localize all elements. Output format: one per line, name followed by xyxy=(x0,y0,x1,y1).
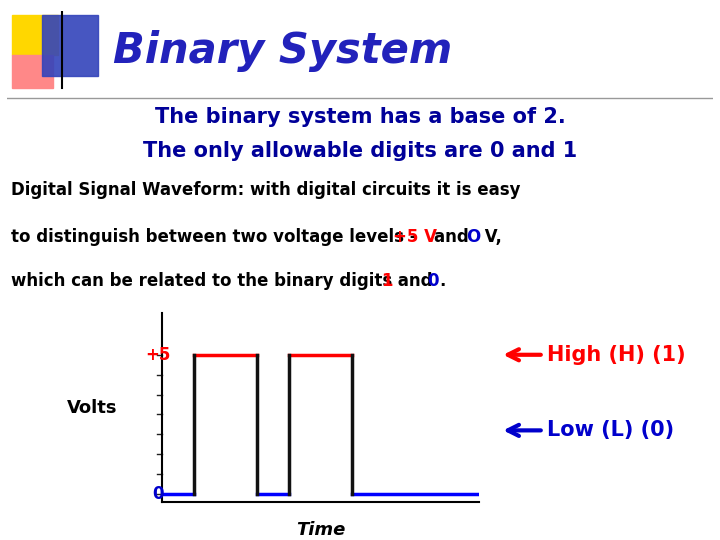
Text: Time: Time xyxy=(296,521,345,539)
Text: The only allowable digits are 0 and 1: The only allowable digits are 0 and 1 xyxy=(143,141,577,161)
Text: Low (L) (0): Low (L) (0) xyxy=(547,420,675,441)
Text: and: and xyxy=(434,228,475,246)
Text: Volts: Volts xyxy=(67,399,117,417)
Bar xyxy=(42,15,98,76)
Text: to distinguish between two voltage levels -: to distinguish between two voltage level… xyxy=(11,228,423,246)
Text: The binary system has a base of 2.: The binary system has a base of 2. xyxy=(155,107,565,127)
Text: V,: V, xyxy=(479,228,501,246)
Text: +5: +5 xyxy=(145,346,170,364)
Text: Digital Signal Waveform: with digital circuits it is easy: Digital Signal Waveform: with digital ci… xyxy=(11,181,521,199)
Text: which can be related to the binary digits: which can be related to the binary digit… xyxy=(11,272,398,290)
Text: 0: 0 xyxy=(152,485,163,503)
Text: High (H) (1): High (H) (1) xyxy=(547,345,686,365)
Text: .: . xyxy=(439,272,446,290)
Text: 1: 1 xyxy=(382,272,393,290)
Text: +5 V: +5 V xyxy=(393,228,437,246)
Text: O: O xyxy=(466,228,480,246)
Bar xyxy=(12,55,53,87)
Text: and: and xyxy=(392,272,438,290)
Text: Binary System: Binary System xyxy=(113,30,452,72)
Bar xyxy=(12,15,58,55)
Text: 0: 0 xyxy=(428,272,439,290)
